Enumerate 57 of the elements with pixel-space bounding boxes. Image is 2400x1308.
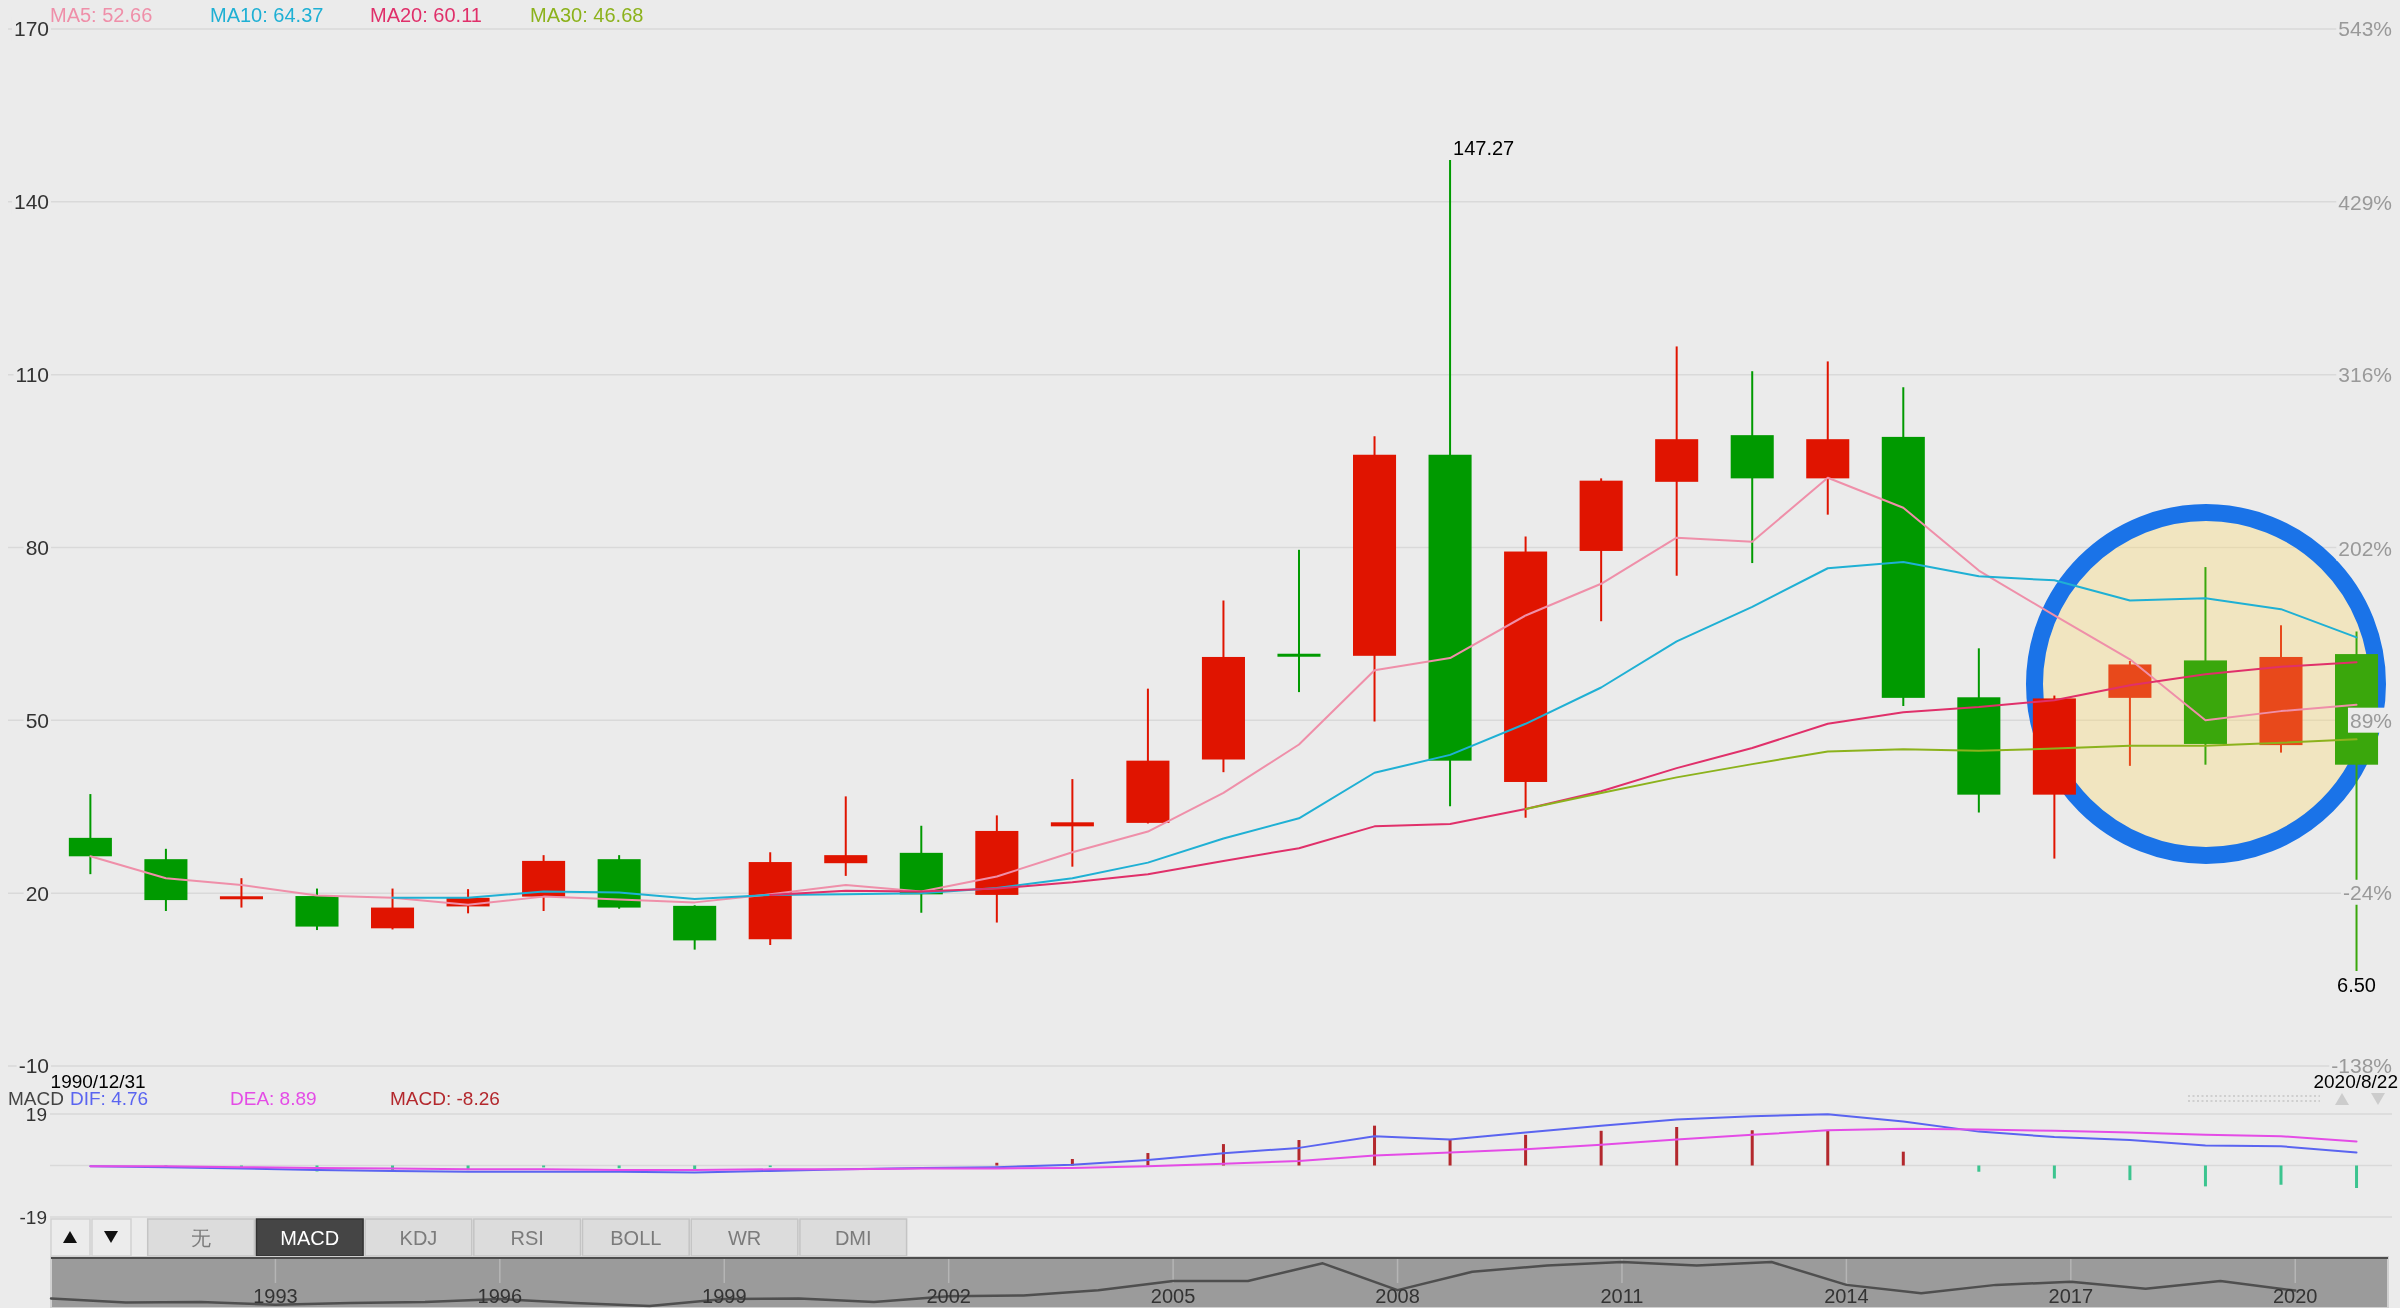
bar: [1373, 1125, 1377, 1166]
text: MACD: -8.26: [390, 1088, 500, 1109]
text: MACD: [280, 1226, 340, 1249]
y-tick-label: -10: [18, 1054, 49, 1078]
bar: [995, 1162, 999, 1166]
bar: [1977, 1165, 1981, 1172]
bar: [2128, 1165, 2132, 1181]
x-tick-label: 1993: [253, 1285, 298, 1307]
y-tick-label: 80: [25, 535, 49, 559]
bar: [1826, 1130, 1830, 1166]
annotation: 147.27: [1453, 136, 1515, 159]
text: DEA: 8.89: [230, 1088, 317, 1109]
text: 无: [191, 1226, 212, 1249]
x-tick-label: 2014: [1824, 1285, 1869, 1307]
y-tick-label: 170: [13, 17, 49, 41]
bar: [1675, 1127, 1679, 1166]
y2-tick-label: 543%: [2338, 17, 2392, 41]
text: RSI: [510, 1226, 544, 1249]
bar: [1448, 1140, 1452, 1166]
x-tick-label: 2020: [2272, 1285, 2318, 1307]
bar: [2355, 1165, 2359, 1188]
y2-tick-label: 429%: [2338, 190, 2392, 214]
y-tick-label: 140: [13, 190, 49, 214]
text: MA20: 60.11: [370, 4, 482, 26]
candlestick: [824, 795, 868, 877]
text: BOLL: [610, 1226, 662, 1249]
bar: [1901, 1151, 1905, 1166]
y-tick-label: 50: [25, 708, 49, 732]
candlestick: [1050, 778, 1094, 868]
y2-tick-label: -24%: [2342, 880, 2392, 904]
candlestick: [219, 877, 263, 909]
line-series: [89, 1127, 2358, 1172]
text: MA30: 46.68: [530, 4, 644, 26]
x-tick-label: 2017: [2048, 1285, 2094, 1307]
candlestick: [1277, 548, 1321, 694]
annotation: 6.50: [2337, 973, 2376, 996]
bar: [2052, 1165, 2056, 1179]
y2-tick-label: 202%: [2338, 536, 2392, 560]
x-tick-label: 2008: [1375, 1285, 1420, 1307]
bar: [1750, 1130, 1754, 1166]
bar: [2279, 1165, 2283, 1185]
y2-tick-label: 89%: [2349, 708, 2392, 732]
y-tick-label: -19: [19, 1206, 47, 1228]
y2-tick-label: 316%: [2338, 363, 2392, 387]
text: WR: [727, 1226, 762, 1249]
y-tick-label: 20: [25, 881, 49, 905]
bar: [1524, 1134, 1528, 1166]
text: KDJ: [399, 1226, 438, 1249]
y-tick-label: 110: [15, 363, 49, 387]
text: MA5: 52.66: [50, 4, 153, 26]
bar: [1599, 1130, 1603, 1166]
x-tick-label: 2005: [1150, 1285, 1196, 1307]
text: MA10: 64.37: [210, 4, 324, 26]
x-tick-label: 2011: [1600, 1285, 1644, 1307]
text: DMI: [834, 1226, 872, 1249]
bar: [2203, 1165, 2207, 1187]
line-series: [1524, 738, 2358, 811]
